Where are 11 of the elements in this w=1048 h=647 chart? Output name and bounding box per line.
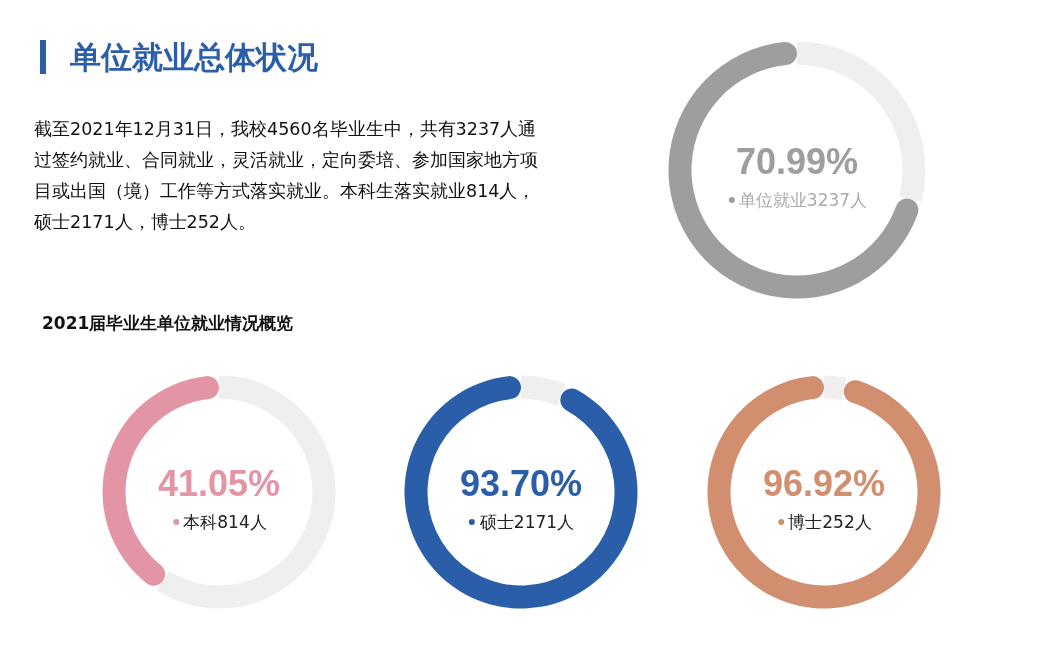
legend-label: 博士252人 <box>788 512 872 532</box>
data-label: 41.05% <box>157 463 281 504</box>
legend-label: 硕士2171人 <box>478 512 575 532</box>
data-label: 96.92% <box>762 463 886 504</box>
data-label: 93.70% <box>459 463 583 504</box>
legend-label: 单位就业3237人 <box>738 190 868 210</box>
data-label: 70.99% <box>735 141 859 182</box>
text: 截至2021年12月31日，我校4560名毕业生中，共有3237人通过签约就业、合同就业，灵活就业，定向委培、参加国家地方项目或出国（境）工作等方式落实就业。本科生落实就业814人，硕士2171人，博士252人。 <box>34 118 539 234</box>
text: 单位就业总体状况 <box>70 38 319 77</box>
legend-label: 本科814人 <box>183 512 267 532</box>
text: 2021届毕业生单位就业情况概览 <box>42 312 294 335</box>
